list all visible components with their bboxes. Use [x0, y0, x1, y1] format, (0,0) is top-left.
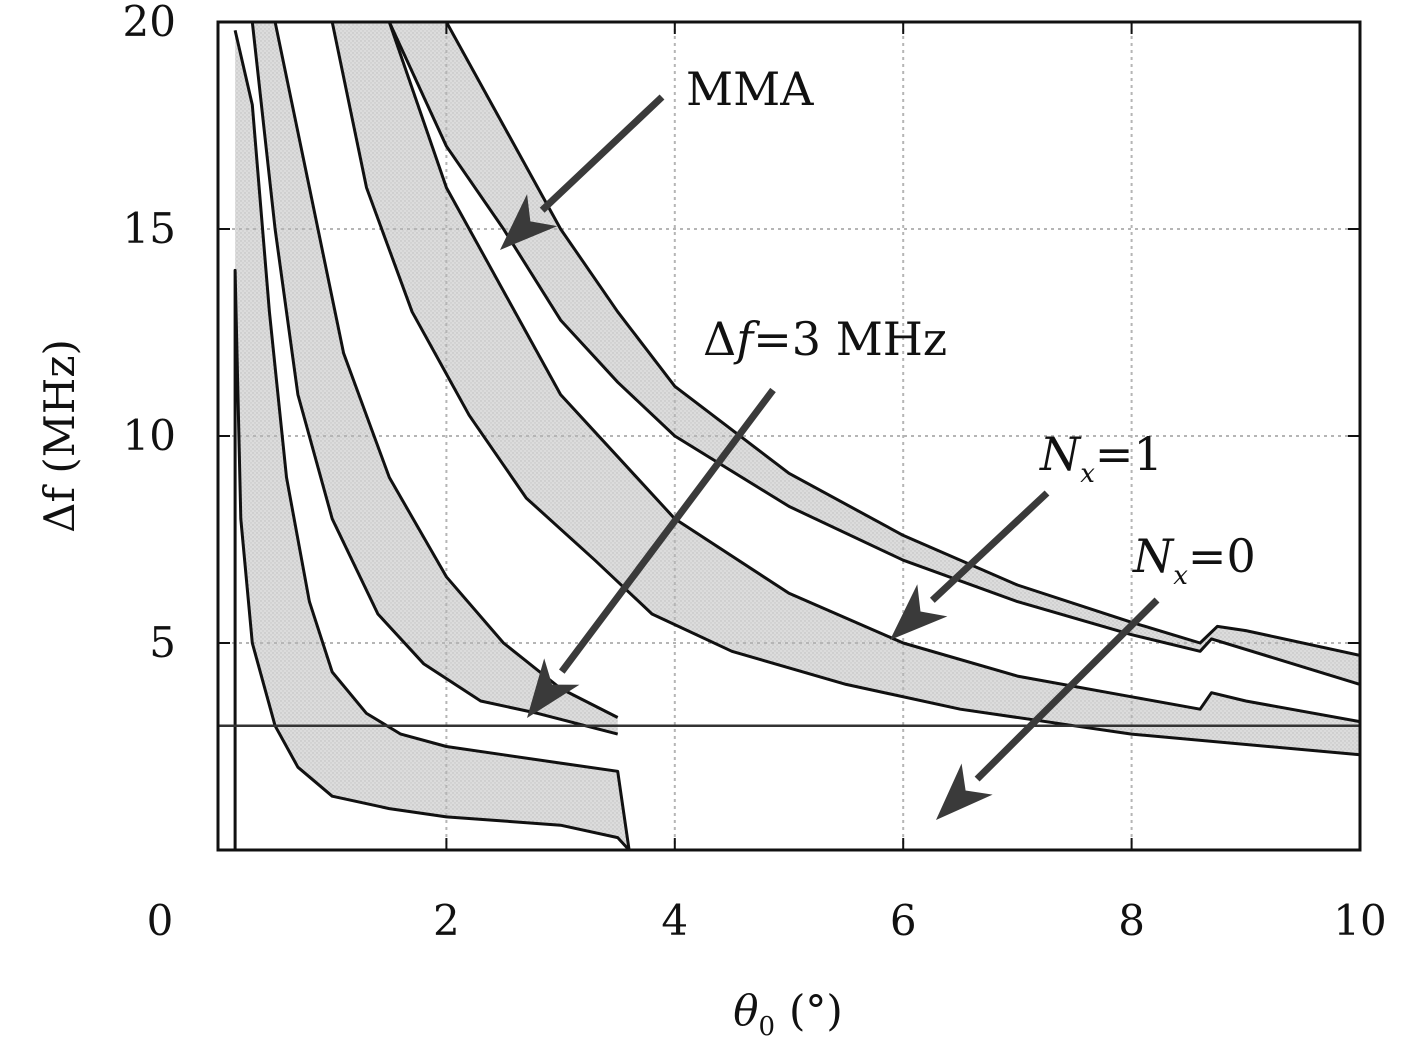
band-1-upper-curve — [273, 22, 619, 719]
arrow-nx1 — [890, 490, 1050, 640]
arrow-df-3mhz-shaft — [558, 387, 776, 674]
band-1-lower-curve — [250, 22, 619, 736]
band-3-upper-curve — [445, 22, 1360, 657]
arrow-nx1-shaft — [929, 490, 1050, 603]
band-0-upper-curve — [233, 29, 631, 850]
tick-layer: 0 2 4 6 8 10 5 10 15 20 — [123, 0, 1387, 945]
y-tick-label: 10 — [123, 411, 176, 460]
annotation-mma: MMA — [686, 62, 814, 116]
x-axis-title-unit: (°) — [789, 986, 843, 1035]
annotation-df-prefix: Δ — [703, 312, 736, 366]
x-tick-label: 0 — [147, 896, 174, 945]
x-tick-label: 8 — [1118, 896, 1145, 945]
x-tick-label: 6 — [890, 896, 917, 945]
arrow-nx0 — [936, 597, 1160, 820]
band-0-lower-curve — [233, 268, 631, 850]
y-tick-label: 20 — [123, 0, 176, 46]
annotation-nx0-subscript: x — [1173, 561, 1188, 591]
arrow-mma-shaft — [539, 94, 665, 213]
band-2-upper-curve — [387, 22, 1360, 724]
annotation-nx1-symbol: N — [1039, 427, 1082, 481]
x-tick-label: 2 — [433, 896, 460, 945]
y-axis-title: Δf (MHz) — [35, 339, 84, 533]
x-tick-label: 10 — [1333, 896, 1386, 945]
annotation-nx0: Nx=0 — [1132, 529, 1256, 591]
x-axis-title-symbol: θ — [733, 986, 758, 1035]
annotation-nx0-suffix: =0 — [1188, 529, 1256, 583]
arrow-mma — [500, 94, 665, 250]
annotation-nx1-subscript: x — [1080, 459, 1095, 489]
arrow-layer — [500, 94, 1160, 820]
annotation-df-3mhz: Δf=3 MHz — [703, 312, 947, 366]
arrow-df-3mhz — [527, 387, 776, 718]
y-tick-label: 5 — [149, 618, 176, 667]
x-axis-title: θ0 (°) — [733, 986, 843, 1039]
annotation-df-suffix: =3 MHz — [753, 312, 947, 366]
arrow-nx0-head — [936, 763, 993, 820]
x-axis-title-subscript: 0 — [758, 1012, 775, 1039]
arrow-df-3mhz-head — [527, 658, 580, 718]
x-tick-label: 4 — [661, 896, 688, 945]
y-tick-label: 15 — [123, 204, 176, 253]
arrow-nx0-shaft — [974, 597, 1160, 782]
band-2 — [332, 22, 1360, 755]
arrow-mma-head — [500, 194, 558, 250]
arrow-nx1-head — [890, 584, 948, 640]
annotation-nx1: Nx=1 — [1039, 427, 1163, 489]
annotation-nx0-symbol: N — [1132, 529, 1175, 583]
band-3-lower-curve — [387, 22, 1360, 686]
annotation-nx1-suffix: =1 — [1095, 427, 1163, 481]
